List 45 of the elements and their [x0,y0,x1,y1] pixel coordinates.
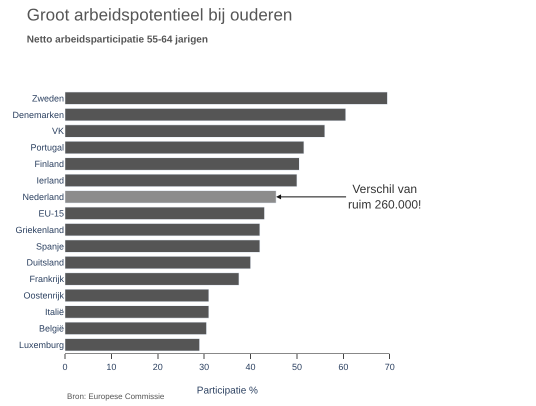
annotation: Verschil van ruim 260.000! [348,182,422,212]
bar [65,223,260,236]
bar [65,256,251,270]
x-tick-label: 40 [246,362,256,372]
bar [65,272,240,286]
y-tick-label: Frankrijk [29,274,64,284]
y-tick-label: Duitsland [26,258,64,268]
x-tick-label: 50 [292,362,302,372]
x-axis-title: Participatie % [196,385,258,396]
bar [65,190,276,204]
y-tick-label: Griekenland [15,224,64,235]
y-tick-label: Luxemburg [18,340,64,350]
chart-title: Groot arbeidspotentieel bij ouderen [26,5,292,24]
y-tick-label: EU-15 [38,208,64,218]
x-tick-label: 10 [106,362,116,372]
x-tick-label: 70 [384,362,395,372]
y-tick-label: Portugal [30,142,64,153]
y-tick-label: België [38,323,64,334]
bar [65,124,326,138]
y-tick-label: Spanje [36,241,64,252]
bar [65,158,300,170]
bar [65,92,388,105]
y-tick-label: Denemarken [12,110,64,120]
bar [65,240,260,253]
x-tick-label: 0 [62,362,68,372]
y-tick-label: Zweden [32,93,64,104]
bar [65,305,210,318]
bar [65,174,298,187]
bar [65,141,304,154]
bar [65,289,210,302]
y-tick-label: Oostenrijk [23,290,64,301]
bar [65,338,200,352]
y-tick-label: Ierland [36,176,64,186]
y-tick-label: Nederland [22,192,64,202]
x-tick-label: 30 [199,362,210,372]
x-tick-label: 60 [338,362,348,372]
bar [65,322,207,335]
bar [65,206,265,220]
chart-subtitle: Netto arbeidsparticipatie 55-64 jarigen [26,34,208,46]
y-tick-label: Finland [34,159,64,170]
text: Bron: Europese Commissie [67,392,165,401]
y-tick-label: Italië [44,307,64,318]
y-tick-label: VK [52,126,64,136]
bar [65,108,346,122]
x-tick-label: 20 [152,362,163,372]
